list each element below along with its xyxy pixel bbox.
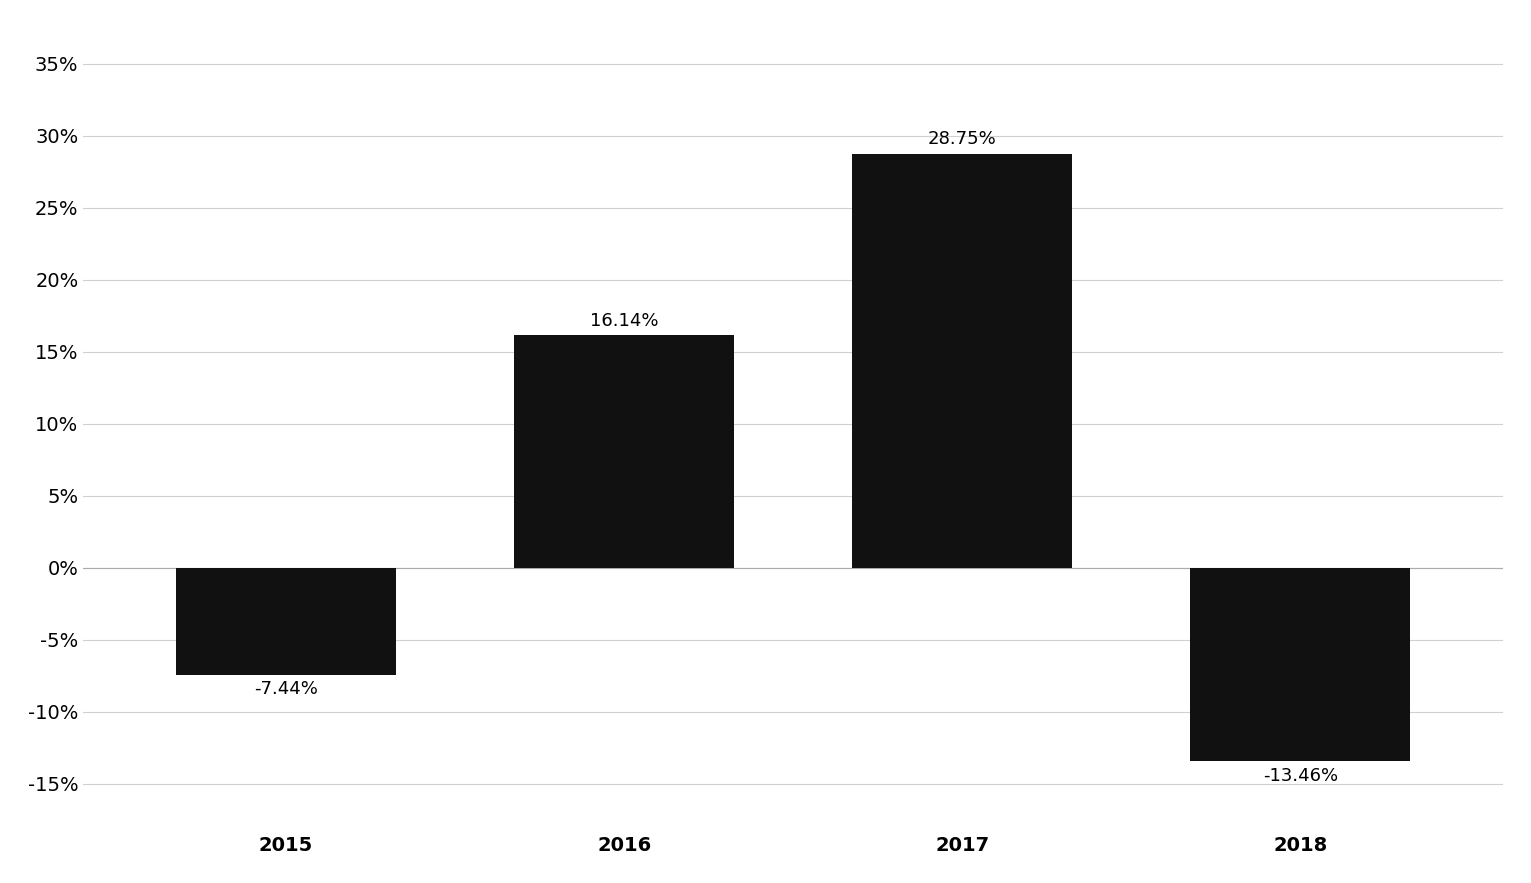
- Bar: [853, 154, 1072, 568]
- Text: -7.44%: -7.44%: [254, 681, 318, 698]
- Text: 28.75%: 28.75%: [928, 130, 997, 148]
- Bar: [514, 336, 733, 568]
- Bar: [176, 568, 397, 675]
- Text: 16.14%: 16.14%: [589, 312, 658, 329]
- Text: -13.46%: -13.46%: [1263, 767, 1338, 785]
- Bar: [1191, 568, 1410, 761]
